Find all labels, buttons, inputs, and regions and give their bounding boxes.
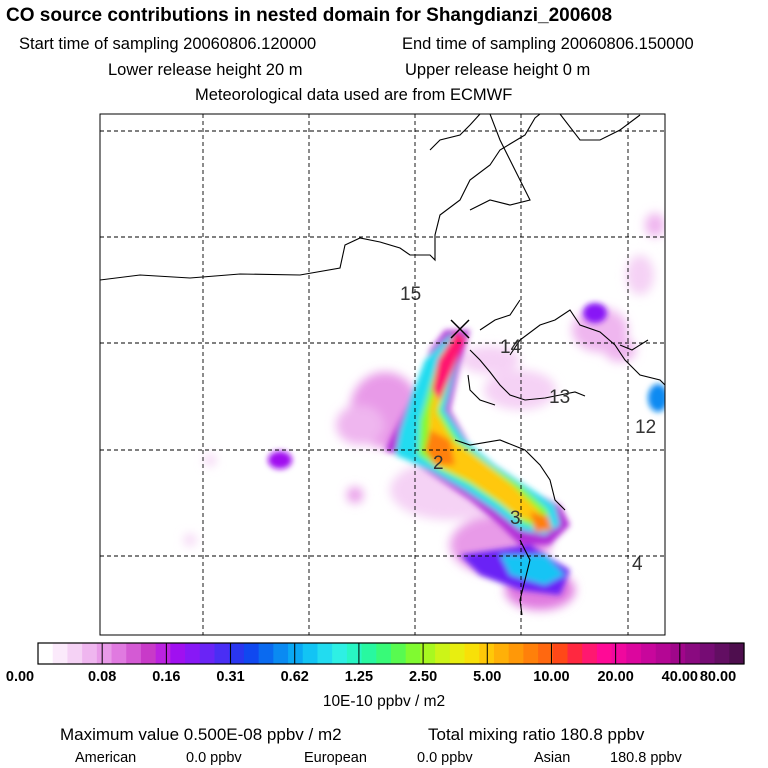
colorbar-swatch bbox=[346, 643, 363, 664]
colorbar-swatch bbox=[96, 643, 113, 664]
colorbar-tick-label: 2.50 bbox=[408, 669, 438, 685]
colorbar-swatch bbox=[302, 643, 319, 664]
colorbar bbox=[38, 643, 745, 664]
colorbar-swatch bbox=[229, 643, 245, 664]
end-time-label: End time of sampling 20060806.150000 bbox=[402, 35, 694, 53]
colorbar-swatch bbox=[376, 643, 392, 664]
colorbar-swatch bbox=[449, 643, 466, 664]
colorbar-swatch bbox=[214, 643, 230, 664]
colorbar-swatch bbox=[626, 643, 642, 664]
colorbar-tick-label: 10.00 bbox=[533, 669, 570, 685]
colorbar-tick-label: 5.00 bbox=[473, 669, 502, 685]
colorbar-swatch bbox=[685, 643, 701, 664]
total-mixing-ratio-label: Total mixing ratio 180.8 ppbv bbox=[428, 725, 645, 744]
receptor-marker bbox=[450, 319, 470, 339]
colorbar-swatch bbox=[258, 643, 274, 664]
lower-release-height-label: Lower release height 20 m bbox=[108, 61, 303, 79]
trajectory-label-3: 3 bbox=[510, 508, 521, 529]
colorbar-swatch bbox=[332, 643, 348, 664]
colorbar-swatch bbox=[288, 643, 304, 664]
european-value: 0.0 ppbv bbox=[417, 750, 473, 766]
colorbar-swatch bbox=[126, 643, 142, 664]
map-area: 15 14 13 12 2 3 4 bbox=[100, 114, 665, 635]
asian-label: Asian bbox=[534, 750, 571, 766]
trajectory-label-12: 12 bbox=[635, 417, 656, 438]
colorbar-tick-label: 0.00 bbox=[5, 669, 35, 685]
colorbar-swatch bbox=[464, 643, 480, 664]
colorbar-tick-label: 20.00 bbox=[597, 669, 634, 685]
colorbar-swatch bbox=[155, 643, 171, 664]
colorbar-swatch bbox=[523, 643, 539, 664]
colorbar-swatch bbox=[699, 643, 716, 664]
colorbar-swatch bbox=[714, 643, 730, 664]
colorbar-frame bbox=[37, 642, 745, 665]
maximum-value-label: Maximum value 0.500E-08 ppbv / m2 bbox=[60, 725, 342, 744]
trajectory-labels: 15 14 13 12 2 3 4 bbox=[400, 284, 656, 575]
colorbar-tick-label: 40.00 bbox=[661, 669, 698, 685]
american-value: 0.0 ppbv bbox=[186, 750, 242, 766]
colorbar-swatch bbox=[391, 643, 407, 664]
colorbar-swatch bbox=[243, 643, 260, 664]
colorbar-swatch bbox=[641, 643, 657, 664]
colorbar-tick-label: 0.62 bbox=[280, 669, 309, 685]
chart-title: CO source contributions in nested domain… bbox=[6, 5, 613, 26]
colorbar-swatch bbox=[199, 643, 216, 664]
trajectory-label-2: 2 bbox=[433, 453, 444, 474]
trajectory-label-4: 4 bbox=[632, 554, 643, 575]
colorbar-swatch bbox=[82, 643, 98, 664]
trajectory-label-14: 14 bbox=[500, 337, 522, 358]
upper-release-height-label: Upper release height 0 m bbox=[405, 61, 591, 79]
colorbar-swatch bbox=[111, 643, 127, 664]
colorbar-swatch bbox=[273, 643, 289, 664]
trajectory-label-15: 15 bbox=[400, 284, 421, 305]
colorbar-tick-label: 0.16 bbox=[152, 669, 181, 685]
colorbar-swatch bbox=[435, 643, 451, 664]
colorbar-swatch bbox=[405, 643, 422, 664]
colorbar-swatch bbox=[655, 643, 672, 664]
colorbar-swatch bbox=[140, 643, 157, 664]
american-label: American bbox=[75, 750, 137, 766]
colorbar-swatch bbox=[611, 643, 627, 664]
colorbar-swatch bbox=[67, 643, 83, 664]
colorbar-swatch bbox=[508, 643, 524, 664]
colorbar-swatch bbox=[670, 643, 686, 664]
asian-value: 180.8 ppbv bbox=[610, 750, 682, 766]
colorbar-swatch bbox=[170, 643, 186, 664]
colorbar-tick-label: 0.31 bbox=[216, 669, 245, 685]
colorbar-swatch bbox=[317, 643, 333, 664]
coastlines bbox=[100, 114, 665, 616]
colorbar-swatch bbox=[52, 643, 69, 664]
european-label: European bbox=[304, 750, 367, 766]
colorbar-swatch bbox=[361, 643, 377, 664]
colorbar-swatch bbox=[729, 643, 745, 664]
colorbar-swatch bbox=[493, 643, 510, 664]
colorbar-swatch bbox=[567, 643, 583, 664]
colorbar-tick-label: 1.25 bbox=[344, 669, 374, 685]
map-gridlines bbox=[100, 114, 665, 635]
colorbar-swatch bbox=[582, 643, 598, 664]
colorbar-swatch bbox=[596, 643, 613, 664]
met-data-label: Meteorological data used are from ECMWF bbox=[195, 86, 513, 104]
colorbar-swatch bbox=[538, 643, 554, 664]
colorbar-tick-label: 80.00 bbox=[699, 669, 737, 685]
colorbar-units: 10E-10 ppbv / m2 bbox=[322, 693, 446, 710]
colorbar-swatch bbox=[38, 643, 54, 664]
map-frame bbox=[99, 113, 666, 636]
start-time-label: Start time of sampling 20060806.120000 bbox=[19, 35, 317, 53]
colorbar-swatch bbox=[552, 643, 569, 664]
plume-body bbox=[268, 303, 665, 595]
trajectory-label-13: 13 bbox=[549, 387, 570, 408]
colorbar-swatch bbox=[185, 643, 201, 664]
colorbar-tick-label: 0.08 bbox=[88, 669, 117, 685]
colorbar-swatch bbox=[420, 643, 436, 664]
